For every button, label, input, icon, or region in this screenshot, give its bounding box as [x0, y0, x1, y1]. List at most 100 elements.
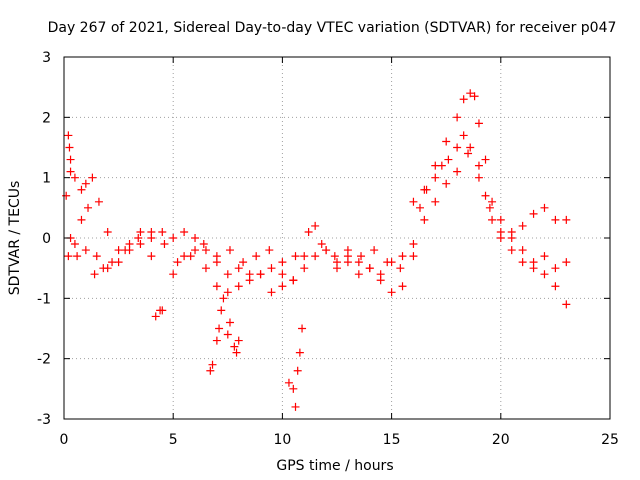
data-point [267, 264, 276, 273]
data-point [291, 252, 300, 261]
data-point [551, 215, 560, 224]
data-point [223, 270, 232, 279]
data-point [225, 318, 234, 327]
data-point [234, 282, 243, 291]
data-point [215, 324, 224, 333]
data-point [551, 264, 560, 273]
data-point [529, 209, 538, 218]
data-point [540, 270, 549, 279]
series-dips [64, 131, 307, 411]
data-point [431, 197, 440, 206]
data-point [212, 336, 221, 345]
data-point [387, 288, 396, 297]
data-point [212, 252, 221, 261]
data-point [206, 366, 215, 375]
data-point [186, 252, 195, 261]
data-point [84, 203, 93, 212]
series-track-c [66, 149, 571, 279]
data-point [562, 215, 571, 224]
data-point [383, 258, 392, 267]
chart-title: Day 267 of 2021, Sidereal Day-to-day VTE… [48, 20, 617, 36]
data-point [459, 131, 468, 140]
data-point [289, 276, 298, 285]
data-point [518, 221, 527, 230]
series-track-b [64, 89, 571, 315]
data-point [357, 252, 366, 261]
data-point [158, 227, 167, 236]
data-point [191, 234, 200, 242]
data-point [265, 246, 274, 255]
data-point [64, 252, 73, 261]
data-points [62, 89, 571, 411]
data-point [66, 167, 75, 176]
data-point [291, 402, 300, 411]
data-point [212, 282, 221, 291]
series-track-a [62, 131, 571, 309]
data-point [466, 89, 475, 98]
x-axis-label: GPS time / hours [276, 458, 393, 474]
data-point [442, 179, 451, 188]
data-point [365, 264, 374, 273]
data-point [298, 324, 307, 333]
data-point [121, 246, 130, 255]
x-tick-label: 10 [273, 432, 291, 448]
data-point [453, 167, 462, 176]
data-point [169, 234, 178, 242]
data-point [136, 227, 145, 236]
data-point [134, 234, 143, 242]
data-point [354, 270, 363, 279]
data-point [256, 270, 265, 279]
data-point [474, 173, 483, 182]
data-point [239, 258, 248, 267]
y-tick-label: -3 [37, 412, 51, 428]
y-tick-label: 1 [42, 171, 51, 187]
data-point [180, 227, 189, 236]
data-point [453, 113, 462, 122]
x-tick-label: 25 [601, 432, 619, 448]
data-point [199, 240, 208, 249]
data-point [333, 264, 341, 273]
data-point [453, 143, 462, 152]
data-point [278, 258, 287, 267]
data-point [431, 161, 440, 170]
data-point [208, 360, 217, 369]
data-point [232, 348, 241, 357]
data-point [551, 282, 560, 291]
data-point [73, 252, 82, 261]
data-point [485, 203, 494, 212]
data-point [252, 252, 261, 261]
data-point [496, 234, 505, 242]
y-tick-label: 2 [42, 110, 51, 126]
data-point [191, 246, 200, 255]
data-point [370, 246, 379, 255]
data-point [488, 215, 497, 224]
data-point [201, 246, 210, 255]
data-point [431, 173, 440, 182]
data-point [147, 227, 156, 236]
grid-lines [64, 57, 610, 419]
data-point [474, 119, 483, 128]
data-point [219, 294, 228, 303]
data-point [300, 252, 309, 261]
y-tick-label: -2 [37, 352, 51, 368]
data-point [66, 155, 75, 164]
data-point [459, 95, 468, 104]
data-point [234, 336, 243, 345]
data-point [278, 282, 287, 291]
data-point [230, 342, 239, 351]
data-point [507, 227, 516, 236]
data-point [396, 264, 405, 273]
data-point [442, 137, 451, 146]
data-point [415, 203, 424, 212]
data-point [92, 252, 101, 261]
data-point [108, 258, 117, 267]
data-point [289, 384, 298, 393]
data-point [496, 215, 505, 224]
data-point [90, 270, 99, 279]
data-point [223, 288, 232, 297]
data-point [81, 246, 90, 255]
data-point [474, 161, 483, 170]
data-point [217, 306, 226, 315]
data-point [330, 252, 339, 261]
